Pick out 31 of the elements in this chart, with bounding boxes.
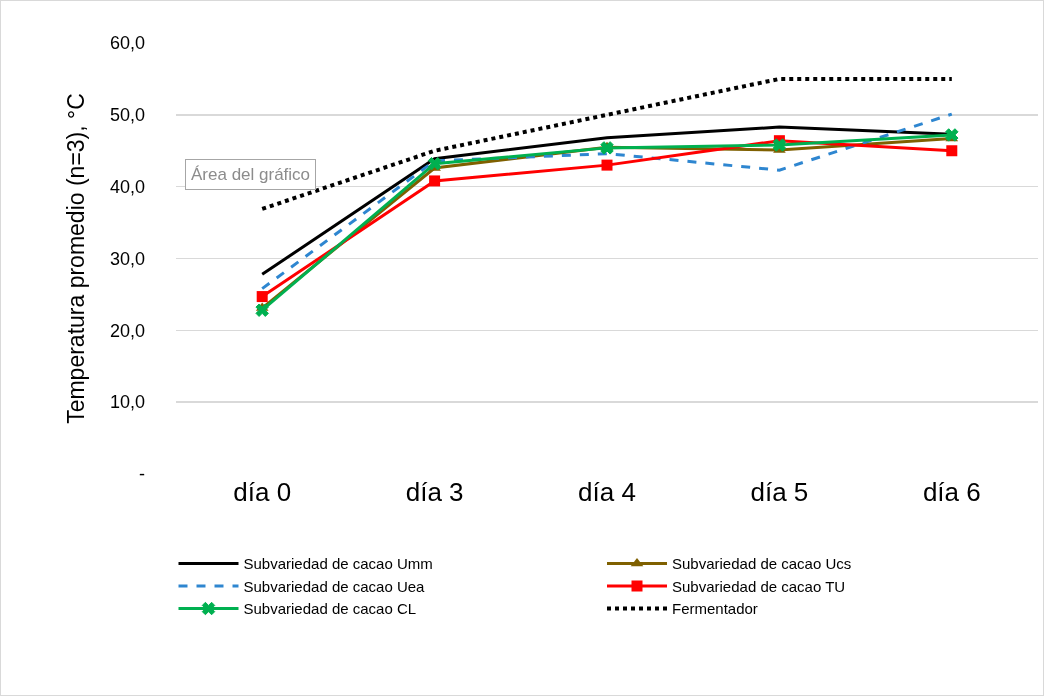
- point: [601, 159, 613, 171]
- y-tick-label: 10,0: [109, 392, 145, 413]
- point: [255, 303, 269, 317]
- x-tick-label: día 4: [578, 477, 636, 507]
- y-tick-label: 50,0: [109, 105, 145, 126]
- legend-label: Subvariedad de cacao TU: [672, 577, 846, 595]
- x-tick-label: día 3: [405, 477, 464, 507]
- x-tick-label: día 0: [233, 477, 292, 507]
- legend-label: Subvariedad de cacao Uea: [243, 577, 426, 595]
- point: [256, 291, 268, 303]
- point: [429, 175, 441, 187]
- y-tick-label: 20,0: [109, 320, 145, 341]
- point: [600, 141, 614, 155]
- point: [427, 156, 442, 171]
- point: [772, 138, 787, 152]
- point: [946, 145, 958, 157]
- legend-label: Subvariedad de cacao CL: [243, 600, 417, 618]
- y-axis-title: Temperatura promedio (n=3), °C: [63, 93, 90, 424]
- y-tick-label: 60,0: [109, 33, 145, 54]
- point: [945, 128, 959, 142]
- y-tick-label: 40,0: [109, 176, 145, 197]
- x-tick-label: día 5: [750, 477, 809, 507]
- legend-label: Subvariedad de cacao Umm: [243, 555, 433, 573]
- line-series: [260, 76, 954, 211]
- legend-label: Fermentador: [672, 600, 758, 618]
- y-tick-label: 30,0: [109, 248, 145, 269]
- legend-label: Subvariedad de cacao Ucs: [672, 555, 852, 573]
- line-series: [260, 112, 954, 291]
- y-tick-label: -: [139, 464, 145, 485]
- x-tick-label: día 6: [922, 477, 981, 507]
- annotation: Área del gráfico: [191, 165, 311, 184]
